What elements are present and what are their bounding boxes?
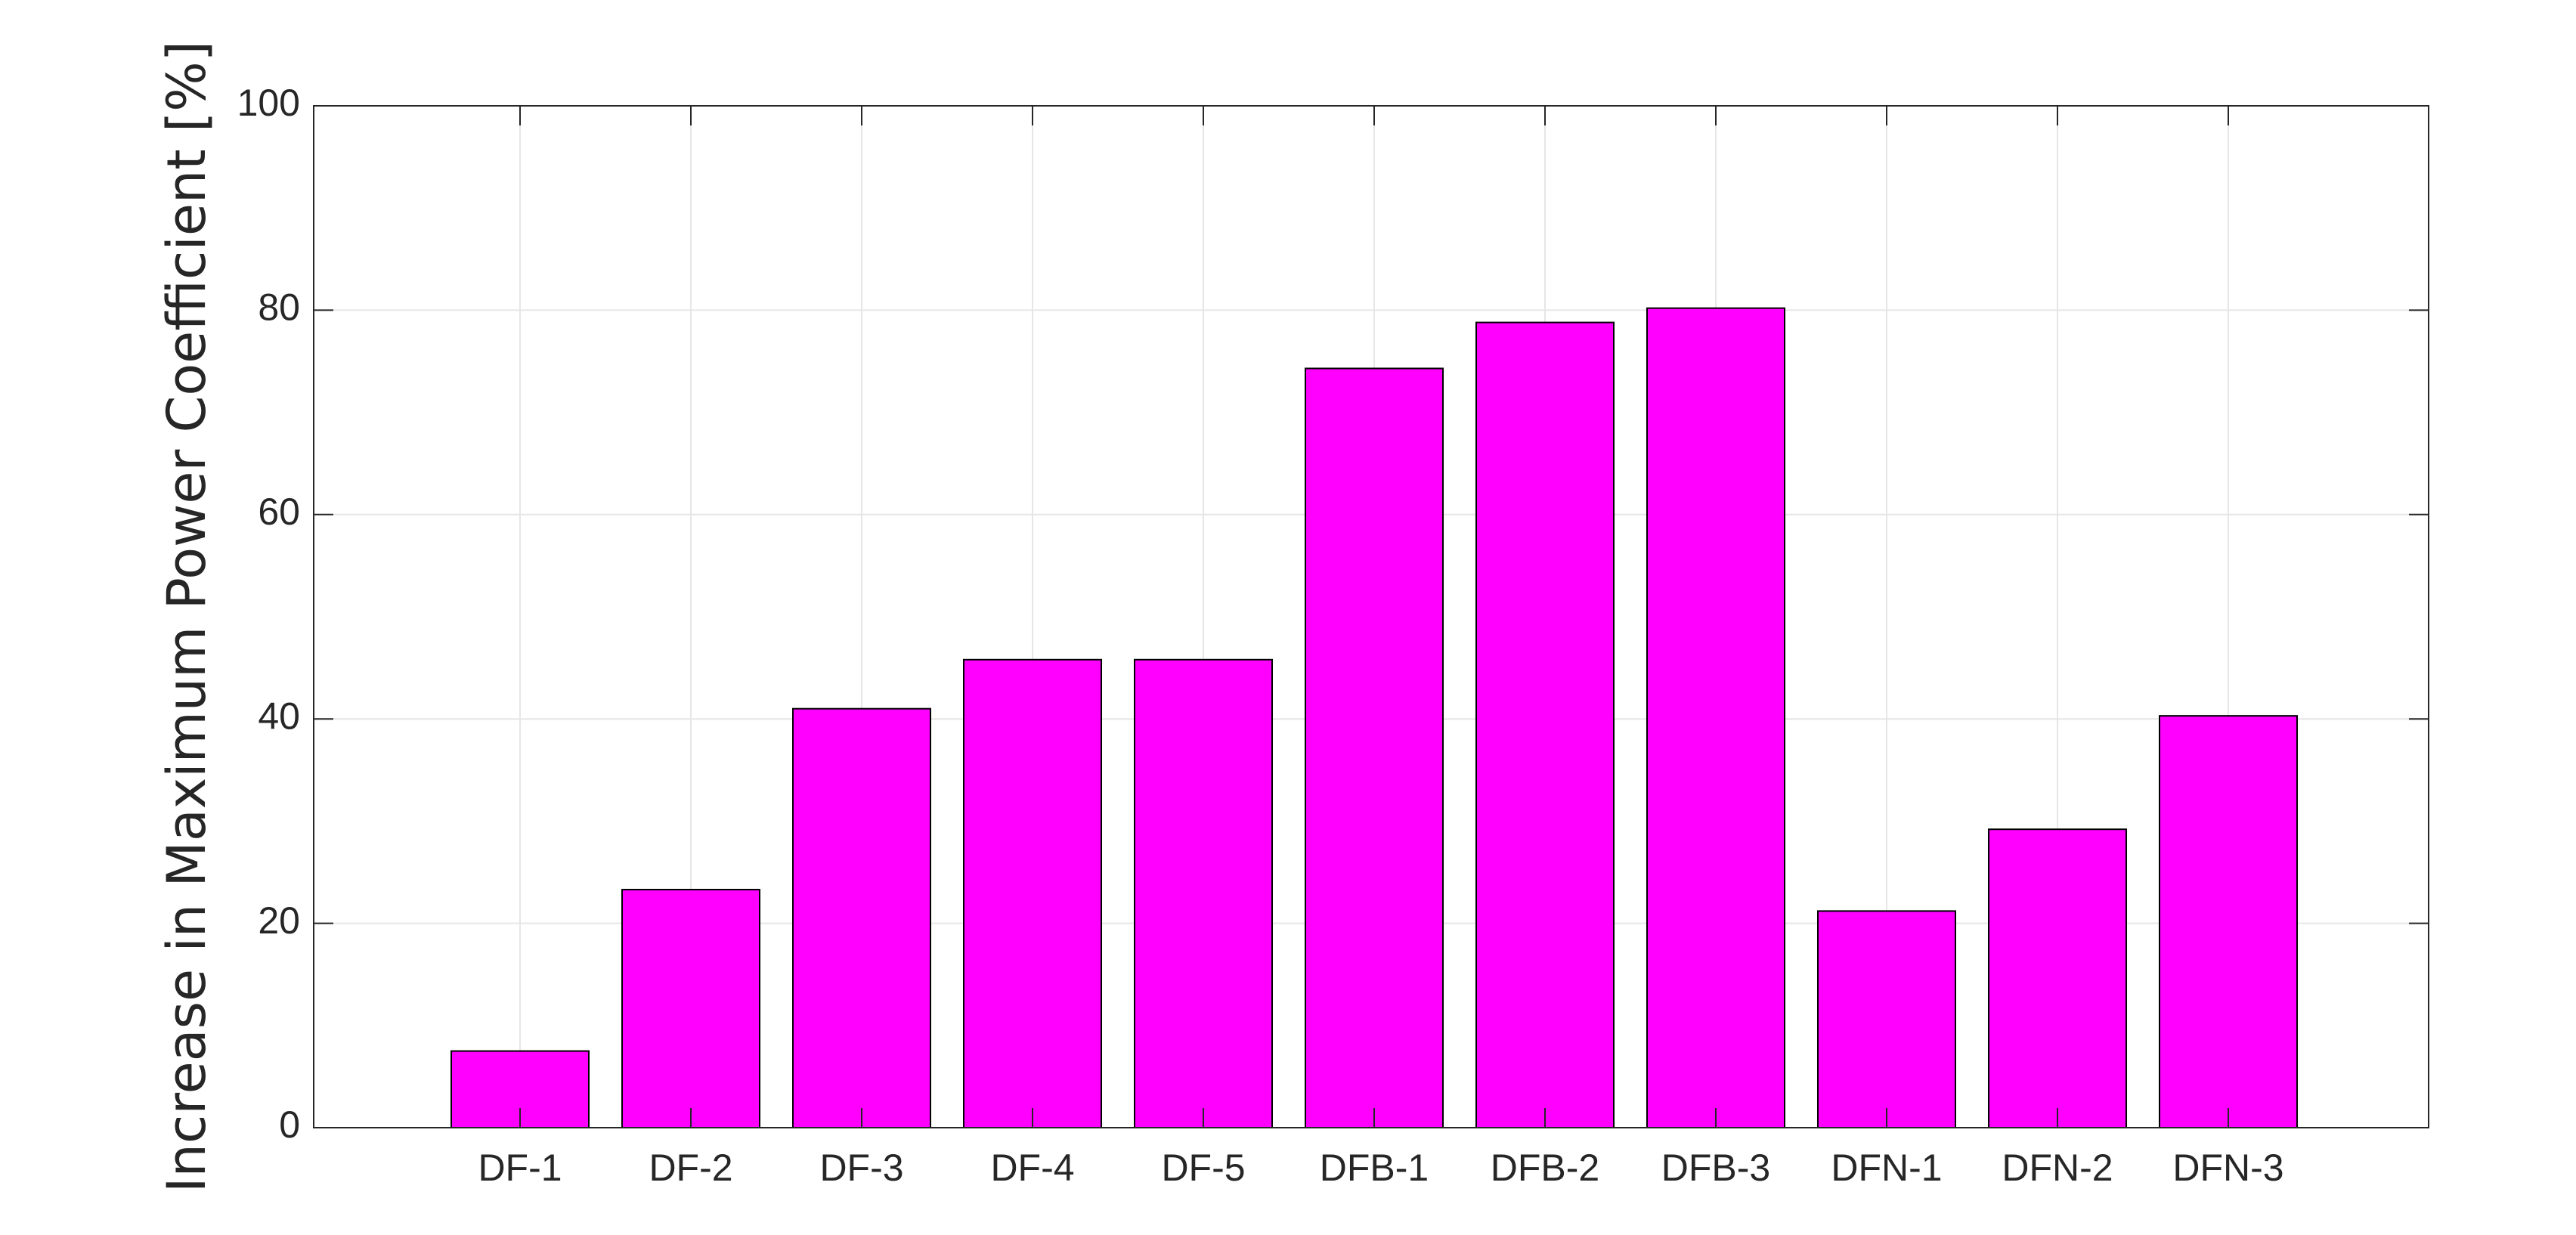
- x-tick-label: DF-3: [819, 1147, 903, 1189]
- bar-df-4: [963, 658, 1102, 1128]
- y-tick-label: 100: [237, 82, 300, 124]
- bar-dfb-3: [1646, 307, 1785, 1128]
- x-tick-label: DFN-1: [1831, 1147, 1942, 1189]
- x-tick-label: DFB-3: [1661, 1147, 1770, 1189]
- x-tick-label: DFN-3: [2172, 1147, 2283, 1189]
- bars: [450, 307, 2298, 1128]
- x-tick-label: DFN-2: [2002, 1147, 2113, 1189]
- bar-dfn-3: [2159, 715, 2298, 1128]
- y-tick-labels: 0 20 40 60 80 100: [237, 82, 300, 1146]
- plot-frame: [313, 105, 2429, 1128]
- y-axis-label: Increase in Maximum Power Coefficient [%…: [156, 41, 218, 1193]
- x-tick-label: DF-1: [478, 1147, 562, 1189]
- bar-df-5: [1134, 658, 1273, 1128]
- x-tick-label: DF-4: [990, 1147, 1074, 1189]
- y-tick-label: 60: [258, 491, 300, 533]
- x-tick-labels: DF-1 DF-2 DF-3 DF-4 DF-5 DFB-1 DFB-2 DFB-3 DFN-1…: [478, 1147, 2283, 1189]
- x-tick-label: DF-5: [1161, 1147, 1245, 1189]
- x-tick-label: DF-2: [649, 1147, 732, 1189]
- bar-dfn-2: [1988, 828, 2127, 1128]
- y-tick-label: 0: [279, 1103, 300, 1146]
- y-tick-label: 80: [258, 286, 300, 329]
- axis-ticks: [314, 105, 2429, 1128]
- bar-dfb-1: [1305, 367, 1444, 1128]
- bar-dfn-1: [1817, 910, 1956, 1128]
- y-tick-label: 20: [258, 899, 300, 942]
- x-tick-label: DFB-1: [1320, 1147, 1429, 1189]
- x-tick-label: DFB-2: [1491, 1147, 1599, 1189]
- bar-dfb-2: [1475, 321, 1615, 1128]
- y-tick-label: 40: [258, 695, 300, 737]
- bar-df-3: [792, 707, 931, 1128]
- bar-df-2: [621, 888, 760, 1128]
